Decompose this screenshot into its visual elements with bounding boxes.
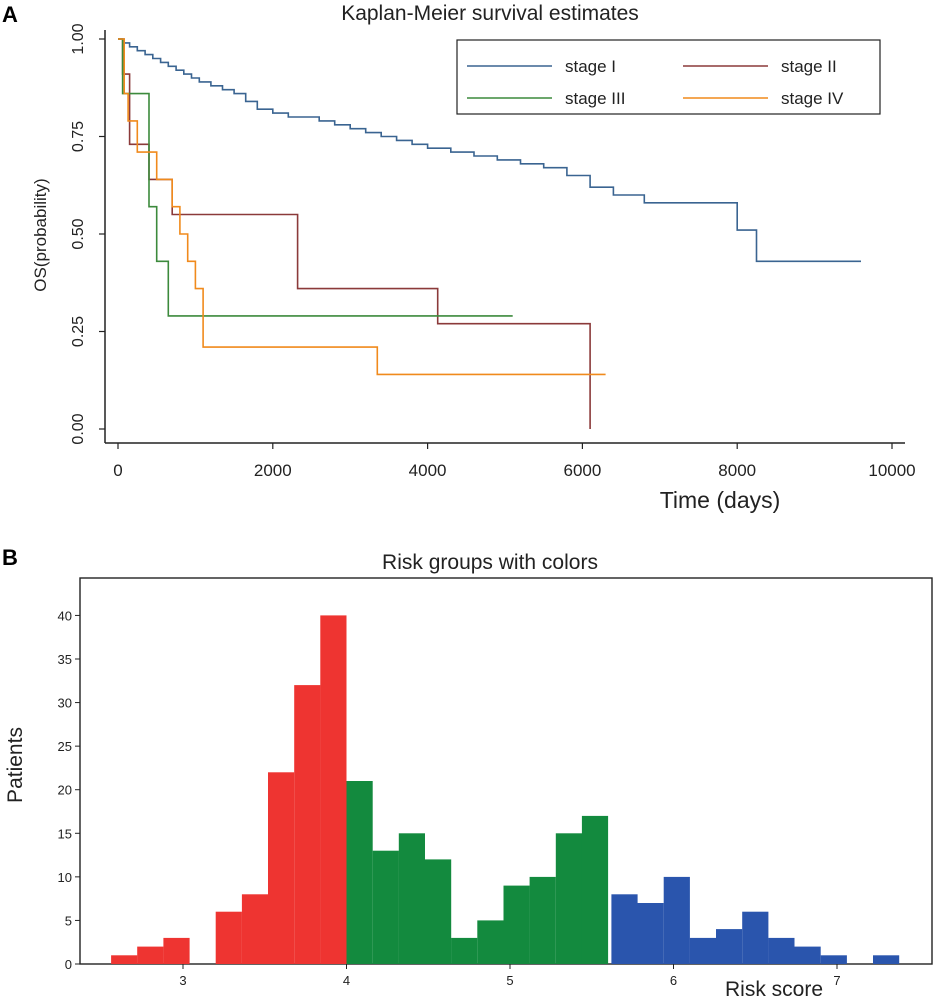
- histogram-bar: [111, 955, 138, 964]
- x-axis-label: Risk score: [725, 978, 823, 1001]
- y-tick-label: 40: [58, 608, 72, 623]
- y-tick-label: 0.50: [70, 218, 87, 249]
- x-tick-label: 10000: [868, 461, 915, 480]
- panel-label-b: B: [2, 545, 18, 570]
- histogram-bar: [503, 885, 530, 964]
- y-axis-label: Patients: [4, 727, 27, 803]
- y-tick-label: 25: [58, 739, 72, 754]
- histogram-bar: [398, 833, 425, 964]
- histogram-bar: [742, 911, 769, 964]
- histogram-bar: [241, 894, 269, 964]
- y-tick-label: 10: [58, 870, 72, 885]
- legend-box: [456, 39, 881, 115]
- y-tick-label: 30: [58, 696, 72, 711]
- legend-entry: stage III: [565, 89, 625, 108]
- histogram-bar: [477, 920, 504, 964]
- legend-entry: stage II: [781, 57, 837, 76]
- risk-histogram-chart: Risk groups with colors05101520253035403…: [4, 551, 933, 1001]
- y-tick-label: 20: [58, 783, 72, 798]
- legend-entry: stage IV: [781, 89, 844, 108]
- y-tick-label: 1.00: [70, 23, 87, 54]
- histogram-bar: [425, 859, 452, 964]
- histogram-bar: [372, 850, 399, 964]
- x-tick-label: 7: [833, 973, 840, 988]
- histogram-bar: [768, 937, 795, 964]
- histogram-bar: [320, 615, 347, 964]
- x-tick-label: 3: [179, 973, 186, 988]
- series-line-stage-III: [118, 38, 513, 317]
- x-tick-label: 5: [506, 973, 513, 988]
- histogram-bar: [581, 815, 609, 964]
- histogram-bar: [294, 685, 321, 964]
- x-tick-label: 2000: [254, 461, 292, 480]
- y-axis-label: OS(probability): [31, 178, 50, 291]
- histogram-bar: [268, 772, 295, 964]
- histogram-bar: [137, 946, 164, 964]
- y-tick-label: 0.00: [70, 413, 87, 444]
- series-line-stage-IV: [118, 38, 606, 376]
- histogram-bar: [794, 946, 821, 964]
- histogram-bar: [873, 955, 900, 964]
- y-tick-label: 0: [65, 957, 72, 972]
- histogram-bar: [611, 894, 638, 964]
- histogram-bar: [689, 937, 716, 964]
- histogram-bar: [529, 876, 556, 964]
- histogram-bar: [346, 781, 373, 964]
- x-tick-label: 6: [670, 973, 677, 988]
- histogram-bar: [215, 911, 242, 964]
- kaplan-meier-chart: Kaplan-Meier survival estimates 0.00 0.25 0…: [31, 2, 916, 513]
- x-tick-label: 4: [343, 973, 350, 988]
- y-tick-label: 15: [58, 826, 72, 841]
- y-tick-label: 0.75: [70, 121, 87, 152]
- panel-label-a: A: [2, 2, 18, 27]
- histogram-bar: [637, 903, 664, 964]
- chart-title: Kaplan-Meier survival estimates: [341, 2, 639, 25]
- histogram-bar: [451, 937, 478, 964]
- y-tick-label: 0.25: [70, 316, 87, 347]
- x-axis-label: Time (days): [660, 487, 781, 513]
- histogram-bar: [820, 955, 847, 964]
- histogram-bar: [663, 876, 690, 964]
- y-tick-label: 5: [65, 913, 72, 928]
- x-tick-label: 8000: [718, 461, 756, 480]
- histogram-bar: [163, 937, 190, 964]
- series-line-stage-I: [118, 38, 861, 263]
- histogram-bar: [716, 929, 743, 964]
- x-tick-label: 4000: [409, 461, 447, 480]
- legend-entry: stage I: [565, 57, 616, 76]
- series-line-stage-II: [118, 38, 591, 429]
- x-tick-label: 0: [113, 461, 122, 480]
- x-tick-label: 6000: [563, 461, 601, 480]
- chart-title: Risk groups with colors: [382, 551, 598, 574]
- y-tick-label: 35: [58, 652, 72, 667]
- histogram-bar: [555, 833, 582, 964]
